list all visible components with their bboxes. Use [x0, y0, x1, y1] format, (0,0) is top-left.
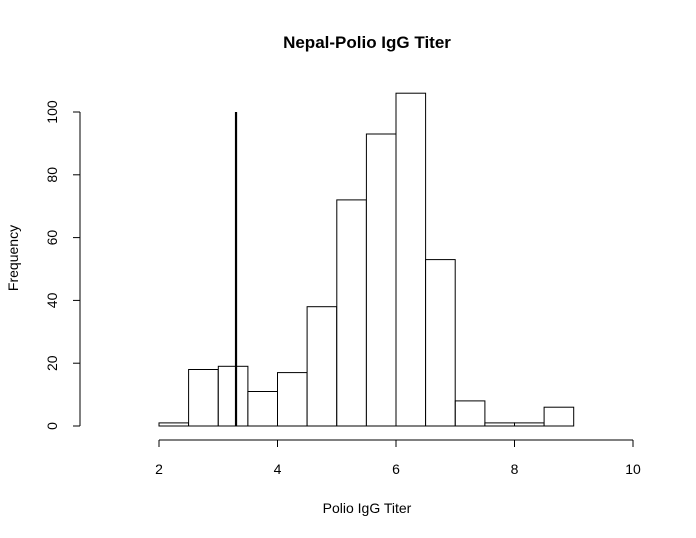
y-tick-label: 0	[44, 422, 60, 430]
histogram-bar	[159, 423, 189, 426]
histogram-bar	[337, 200, 367, 426]
x-axis-label: Polio IgG Titer	[323, 500, 412, 516]
x-tick-label: 4	[274, 461, 282, 477]
y-tick-label: 40	[44, 292, 60, 308]
x-tick-label: 6	[392, 461, 400, 477]
histogram-bar	[544, 407, 574, 426]
y-axis-label: Frequency	[5, 225, 21, 291]
y-axis: 0 20 40 60 80 100	[44, 100, 80, 430]
histogram-bar	[396, 93, 426, 426]
y-tick-label: 100	[44, 100, 60, 124]
histogram-bar	[485, 423, 515, 426]
x-tick-label: 8	[511, 461, 519, 477]
y-tick-label: 60	[44, 230, 60, 246]
histogram-bar	[248, 392, 278, 427]
histogram-bar	[366, 134, 396, 426]
chart-title: Nepal-Polio IgG Titer	[283, 33, 451, 52]
y-tick-label: 20	[44, 355, 60, 371]
histogram-bar	[189, 370, 219, 427]
histogram-bar	[515, 423, 545, 426]
histogram-bar	[455, 401, 485, 426]
x-tick-label: 10	[625, 461, 641, 477]
histogram-bars	[159, 93, 574, 426]
histogram-bar	[278, 373, 308, 426]
histogram-bar	[218, 366, 248, 426]
histogram-bar	[307, 307, 337, 426]
x-axis: 2 4 6 8 10	[155, 440, 641, 477]
y-tick-label: 80	[44, 167, 60, 183]
histogram-bar	[426, 260, 456, 426]
x-tick-label: 2	[155, 461, 163, 477]
